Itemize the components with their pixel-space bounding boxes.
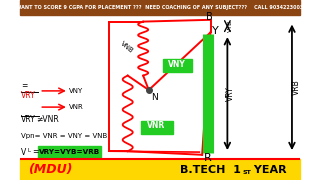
Text: VNB: VNB bbox=[119, 40, 134, 54]
Text: R: R bbox=[204, 153, 211, 163]
Text: B.TECH  1: B.TECH 1 bbox=[180, 165, 241, 175]
Text: B: B bbox=[206, 12, 213, 22]
Text: VRY=VYB=VRB: VRY=VYB=VRB bbox=[39, 148, 100, 155]
Text: VNR: VNR bbox=[148, 122, 166, 130]
Text: VRY: VRY bbox=[21, 91, 36, 100]
Bar bbox=[20, 159, 300, 180]
Text: (MDU): (MDU) bbox=[28, 163, 73, 176]
Bar bbox=[163, 59, 192, 72]
Text: Y: Y bbox=[212, 26, 219, 36]
Text: VNR: VNR bbox=[69, 104, 84, 110]
Bar bbox=[141, 121, 173, 134]
Text: VRY: VRY bbox=[21, 115, 36, 124]
Text: VNY: VNY bbox=[168, 60, 186, 69]
Text: VRY: VRY bbox=[226, 86, 235, 101]
Text: V: V bbox=[21, 148, 26, 157]
Text: VYB: VYB bbox=[228, 20, 233, 32]
Text: WANT TO SCORE 9 CGPA FOR PLACEMENT ???  NEED COACHING OF ANY SUBJECT???    CALL : WANT TO SCORE 9 CGPA FOR PLACEMENT ??? N… bbox=[16, 5, 304, 10]
Text: ST: ST bbox=[243, 170, 252, 175]
Text: VNY: VNY bbox=[69, 88, 83, 94]
Text: VRB: VRB bbox=[292, 79, 301, 95]
Text: L: L bbox=[27, 148, 30, 153]
Bar bbox=[20, 0, 300, 15]
Text: Vpn= VNR = VNY = VNB: Vpn= VNR = VNY = VNB bbox=[21, 133, 107, 139]
Text: N: N bbox=[152, 93, 158, 102]
Text: ≠VNR: ≠VNR bbox=[36, 115, 59, 124]
Text: =: = bbox=[32, 148, 38, 157]
Text: YEAR: YEAR bbox=[250, 165, 286, 175]
Text: =: = bbox=[21, 81, 28, 90]
Bar bbox=[38, 146, 101, 158]
